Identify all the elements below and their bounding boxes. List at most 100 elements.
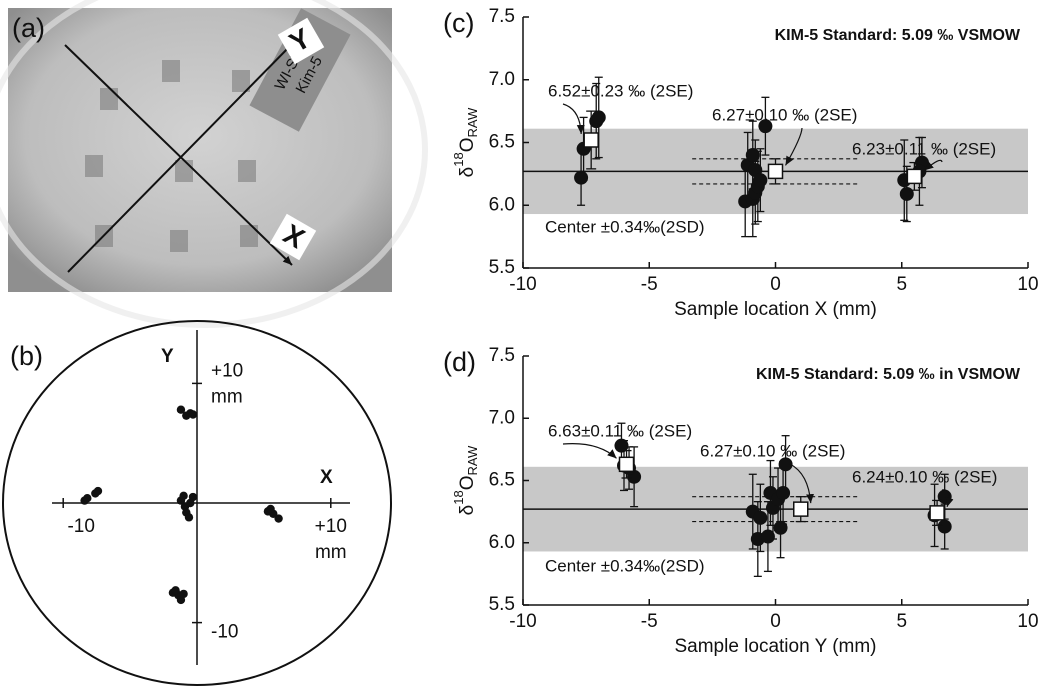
y-label-symbol: δ [457, 505, 478, 516]
annotation-arrow [784, 127, 803, 166]
unit-label: mm [315, 542, 347, 563]
y-tick-label: 6.5 [489, 132, 515, 153]
y-tick-label: 7.5 [489, 6, 515, 27]
x-axis-label: Sample location Y (mm) [674, 636, 876, 657]
spot [238, 160, 256, 182]
mean-marker [793, 501, 809, 517]
y-label-base: O [457, 138, 478, 153]
annotation-arrow [789, 463, 815, 504]
x-tick-label: 10 [1017, 274, 1038, 295]
y-tick-label: 7.0 [489, 69, 515, 90]
dish-rim [0, 0, 428, 328]
data-point [591, 110, 606, 125]
y-name: Y [161, 346, 174, 367]
sample-point [266, 504, 275, 514]
x-tick-label: +10 [315, 516, 347, 537]
panel-label: (c) [443, 8, 474, 38]
data-point [760, 529, 775, 544]
mean-marker [618, 456, 635, 473]
data-point [773, 520, 788, 535]
photo-panel: WI-STD Kim-5 Y X (a) [0, 0, 428, 328]
y-tick-label: 7.5 [489, 345, 515, 366]
y-tick-label: 6.0 [489, 532, 515, 553]
x-tick-label: -10 [67, 516, 94, 537]
chart-title: KIM-5 Standard: 5.09 ‰ VSMOW [775, 27, 1021, 44]
spot [240, 225, 258, 247]
annotation: 6.27±0.10 ‰ (2SE) [700, 441, 845, 460]
data-point [937, 489, 952, 504]
x-tick-label: -5 [641, 611, 658, 632]
x-tick-label: 0 [770, 611, 781, 632]
y-tick-label: 6.0 [489, 194, 515, 215]
sample-point [171, 586, 180, 595]
spot [100, 88, 118, 110]
spot [162, 60, 180, 82]
annotation: 6.52±0.23 ‰ (2SE) [548, 81, 693, 100]
mean-marker [906, 168, 923, 185]
sample-point [179, 589, 188, 599]
y-label-symbol: δ [457, 167, 478, 178]
data-point [778, 457, 793, 472]
data-point [574, 170, 589, 185]
data-point [758, 119, 773, 134]
mean-marker [929, 505, 945, 521]
tape: WI-STD Kim-5 [249, 8, 351, 132]
sample-point [274, 514, 283, 523]
sample-point [83, 494, 92, 503]
band-label: Center ±0.34‰(2SD) [545, 556, 705, 575]
band-label: Center ±0.34‰(2SD) [545, 217, 705, 236]
y-axis-label: δ18ORAW [451, 445, 480, 515]
mean-marker [767, 163, 784, 180]
spot [232, 70, 250, 92]
mean-marker [583, 132, 599, 148]
y-label-subscript: RAW [465, 107, 480, 138]
y-label-base: O [457, 476, 478, 491]
annotation: 6.24±0.10 ‰ (2SE) [852, 467, 997, 486]
sample-point [93, 486, 103, 496]
data-point [745, 148, 760, 163]
x-tick-label: -10 [509, 274, 536, 295]
data-point [776, 485, 791, 500]
y-tick-label: 7.0 [489, 407, 515, 428]
sample-spots [85, 60, 258, 252]
annotation-arrow [941, 489, 954, 508]
marker-box [269, 213, 317, 261]
y-tick-label: 5.5 [489, 594, 515, 615]
y-tick-label: 6.5 [489, 470, 515, 491]
y-label-subscript: RAW [465, 445, 480, 476]
annotation-arrow [923, 159, 943, 171]
dish-outline [2, 320, 392, 686]
spot [170, 230, 188, 252]
data-point [753, 510, 768, 525]
x-tick-label: 5 [896, 611, 907, 632]
annotation: 6.63±0.11 ‰ (2SE) [548, 421, 692, 440]
y-label-superscript: 18 [451, 490, 466, 504]
chart-title: KIM-5 Standard: 5.09 ‰ in VSMOW [756, 366, 1021, 383]
annotation: 6.23±0.11 ‰ (2SE) [852, 139, 996, 158]
y-tick-label: +10 [211, 360, 243, 381]
panel-label: (d) [443, 347, 476, 377]
annotation-arrow [562, 103, 585, 135]
y-tick-label: -10 [211, 622, 238, 643]
spot [175, 160, 193, 182]
panel-label: (a) [12, 13, 45, 43]
x-tick-label: -10 [509, 611, 536, 632]
annotation-arrow [562, 443, 617, 459]
sample-point [188, 410, 198, 419]
y-line [67, 39, 297, 273]
y-axis-label: δ18ORAW [451, 107, 480, 177]
marker-box [277, 17, 325, 65]
sample-point [179, 491, 188, 501]
data-point [753, 173, 768, 188]
sample-point [176, 405, 186, 414]
data-point [899, 186, 914, 201]
x-tick-label: 0 [770, 274, 781, 295]
spot [85, 155, 103, 177]
x-tick-label: -5 [641, 274, 658, 295]
x-tick-label: 10 [1017, 611, 1038, 632]
x-line [64, 44, 293, 266]
data-point [937, 519, 952, 534]
data-point [614, 438, 629, 453]
x-name: X [320, 467, 333, 488]
